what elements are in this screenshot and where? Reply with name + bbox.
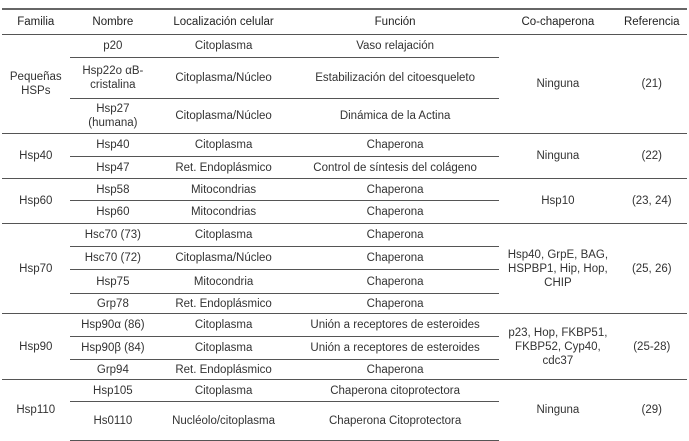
referencia-cell: (21) (616, 34, 687, 134)
referencia-cell: (25, 26) (616, 223, 687, 314)
localizacion-cell: Citoplasma (156, 313, 291, 337)
nombre-cell: Hsc70 (73) (69, 223, 157, 247)
funcion-cell: Chaperona (366, 206, 424, 218)
nombre-cell: Hsp58 (69, 178, 157, 201)
nombre-cell: Hsp22o αB-cristalina (69, 57, 157, 99)
cochaperona-cell: Ninguna (499, 34, 617, 134)
header-familia: Familia (2, 8, 70, 35)
table-row: Hsp60 Mitocondrias Chaperona (2, 201, 687, 224)
funcion-cell: Chaperona (291, 178, 500, 201)
header-funcion: Función (291, 8, 500, 35)
localizacion-cell: Ret. Endoplásmico (175, 363, 272, 376)
localizacion-cell: Citoplasma (156, 379, 291, 402)
table-row: Hsp40 Hsp40 Citoplasma Chaperona Ninguna (22) (2, 133, 687, 179)
nombre-cell: Hsp75 (69, 269, 157, 294)
header-nombre: Nombre (69, 8, 157, 35)
nombre-cell: Hsp90α (86) (69, 313, 157, 337)
referencia-cell: (22) (616, 133, 687, 179)
familia-cell: Hsp40 (2, 133, 70, 179)
localizacion-cell: Citoplasma (156, 223, 291, 247)
cochaperona-cell: Ninguna (499, 133, 617, 179)
funcion-cell: Vaso relajación (291, 34, 500, 58)
funcion-cell: Chaperona (291, 133, 500, 157)
nombre-cell: Hsp27 (humana) (88, 103, 138, 129)
table-row: Hsp90β (84) Citoplasma Unión a receptores … (2, 336, 687, 360)
funcion-cell: Chaperona (291, 223, 500, 247)
nombre-cell: p20 (69, 34, 157, 58)
localizacion-cell: Citoplasma/Núcleo (156, 57, 291, 99)
referencia-cell: (25-28) (616, 313, 687, 380)
cochaperona-cell: p23, Hop, FKBP51, FKBP52, Cyp40, cdc37 (499, 313, 617, 380)
header-referencia: Referencia (616, 8, 687, 35)
table-row: Pequeñas HSPs p20 Citoplasma Vaso relajació… (2, 34, 687, 134)
funcion-cell: Chaperona citoprotectora (291, 379, 500, 402)
header-localizacion: Localización celular (156, 8, 291, 35)
cochaperona-cell: Ninguna (499, 379, 617, 441)
nombre-cell: Hsp40 (69, 133, 157, 157)
localizacion-cell: Mitocondrias (156, 178, 291, 201)
familia-cell: Pequeñas HSPs (2, 34, 70, 134)
localizacion-cell: Ret. Endoplásmico (175, 161, 272, 174)
cochaperona-cell: Hsp40, GrpE, BAG, HSPBP1, Hip, Hop, CHIP (499, 223, 617, 314)
funcion-cell: Unión a receptores de esteroides (291, 313, 500, 337)
localizacion-cell: Ret. Endoplásmico (175, 297, 272, 310)
localizacion-cell: Nucléolo/citoplasma (156, 401, 291, 441)
familia-cell: Hsp70 (2, 223, 70, 314)
localizacion-cell: Citoplasma (156, 34, 291, 58)
funcion-cell: Chaperona (366, 297, 424, 310)
table-row: Hsp27 (humana) Citoplasma/Núcleo Dinámica … (2, 99, 687, 134)
header-cochaperona: Co-chaperona (499, 8, 617, 35)
nombre-cell: Grp78 (96, 297, 129, 310)
funcion-cell: Chaperona Citoprotectora (291, 401, 500, 441)
table-row: Hsp90 Hsp90α (86) Citoplasma Unión a recept… (2, 313, 687, 380)
nombre-cell: Hsp60 (96, 206, 130, 218)
table-row: Hsp47 Ret. Endoplásmico Control de síntesi… (2, 157, 687, 179)
table-row: Hsp22o αB-cristalina Citoplasma/Núcleo Est… (2, 57, 687, 99)
table-row: Hsp70 Hsc70 (73) Citoplasma Chaperona Hsp40,… (2, 223, 687, 314)
nombre-cell: Hs0110 (69, 401, 157, 441)
localizacion-cell: Citoplasma/Núcleo (156, 246, 291, 270)
funcion-cell: Chaperona (291, 246, 500, 270)
familia-cell: Hsp90 (2, 313, 70, 380)
localizacion-cell: Citoplasma/Núcleo (175, 110, 272, 122)
nombre-cell: Grp94 (96, 363, 129, 376)
funcion-cell: Control de síntesis del colágeno (313, 161, 477, 174)
table-row: Grp94 Ret. Endoplásmico Chaperona (2, 360, 687, 380)
table-row: Hsc70 (72) Citoplasma/Núcleo Chaperona (2, 246, 687, 270)
nombre-cell: Hsp47 (96, 161, 130, 174)
referencia-cell: (23, 24) (616, 178, 687, 224)
funcion-cell: Unión a receptores de esteroides (291, 336, 500, 360)
localizacion-cell: Mitocondrias (190, 206, 257, 218)
localizacion-cell: Citoplasma (156, 133, 291, 157)
nombre-cell: Hsp90β (84) (69, 336, 157, 360)
funcion-cell: Chaperona (291, 269, 500, 294)
table-row: Hsp60 Hsp58 Mitocondrias Chaperona Hsp10 (23,… (2, 178, 687, 224)
funcion-cell: Dinámica de la Actina (339, 110, 451, 122)
funcion-cell: Estabilización del citoesqueleto (291, 57, 500, 99)
hsp-table: Familia Nombre Localización celular Func… (2, 8, 687, 441)
referencia-cell: (29) (616, 379, 687, 441)
nombre-cell: Hsp105 (69, 379, 157, 402)
table-row: Hsp75 Mitocondria Chaperona (2, 269, 687, 294)
table-row: Hsp110 Hsp105 Citoplasma Chaperona citoprot… (2, 379, 687, 441)
familia-cell: Hsp110 (2, 379, 70, 441)
localizacion-cell: Citoplasma (156, 336, 291, 360)
table-row: Grp78 Ret. Endoplásmico Chaperona (2, 294, 687, 314)
cochaperona-cell: Hsp10 (499, 178, 617, 224)
table-row: Hs0110 Nucléolo/citoplasma Chaperona Citop… (2, 401, 687, 441)
familia-cell: Hsp60 (2, 178, 70, 224)
header-row: Familia Nombre Localización celular Func… (2, 8, 687, 35)
localizacion-cell: Mitocondria (156, 269, 291, 294)
funcion-cell: Chaperona (366, 363, 424, 376)
nombre-cell: Hsc70 (72) (69, 246, 157, 270)
